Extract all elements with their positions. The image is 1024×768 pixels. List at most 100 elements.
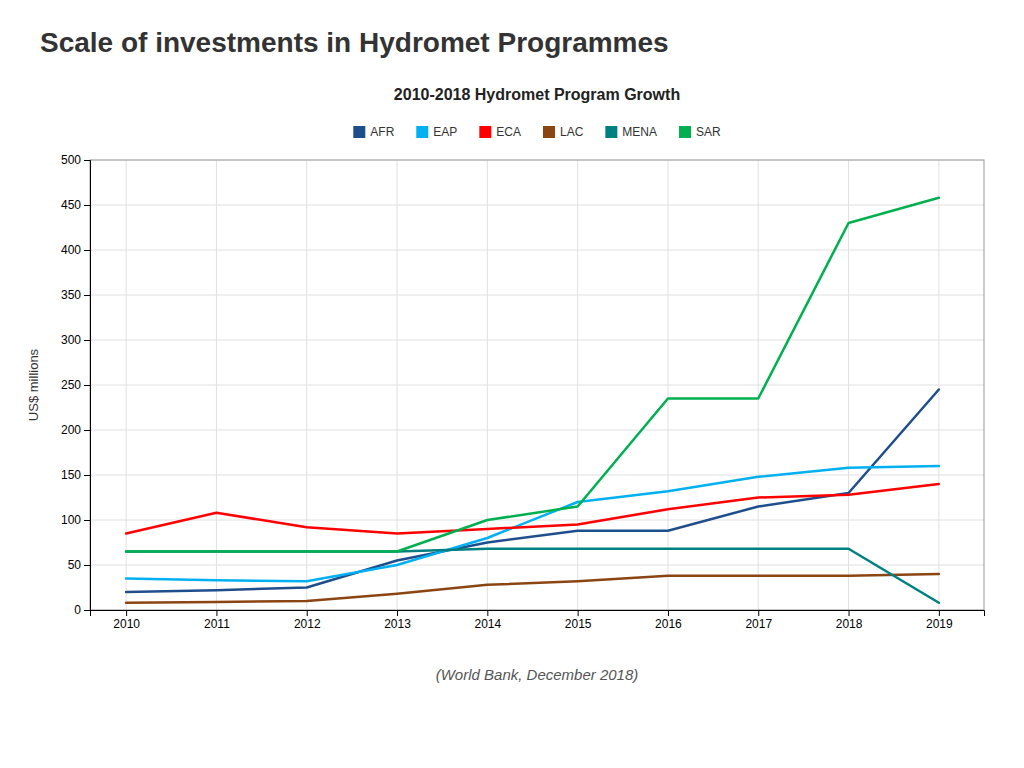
tick: 2018 bbox=[836, 610, 863, 631]
lines bbox=[126, 198, 939, 603]
tick-label: 2014 bbox=[474, 617, 501, 631]
tick: 150 bbox=[61, 468, 90, 482]
tick-label: 250 bbox=[61, 378, 81, 392]
tick-mark bbox=[84, 160, 90, 161]
legend-label: ECA bbox=[496, 125, 521, 139]
tick: 500 bbox=[61, 153, 90, 167]
tick-mark bbox=[397, 610, 398, 616]
tick: 450 bbox=[61, 198, 90, 212]
tick: 2011 bbox=[204, 610, 230, 631]
tick-label: 300 bbox=[61, 333, 81, 347]
tick: 350 bbox=[61, 288, 90, 302]
tick: 2013 bbox=[384, 610, 411, 631]
legend-item: SAR bbox=[679, 125, 721, 139]
series-line bbox=[126, 484, 939, 534]
grid-line bbox=[758, 160, 759, 610]
tick: 2010 bbox=[113, 610, 140, 631]
series-line bbox=[126, 466, 939, 581]
legend-swatch bbox=[479, 126, 491, 138]
grid-line bbox=[577, 160, 578, 610]
series-line bbox=[126, 574, 939, 603]
grid-line bbox=[397, 160, 398, 610]
tick-mark bbox=[84, 340, 90, 341]
tick: 0 bbox=[74, 603, 90, 617]
tick-mark bbox=[84, 430, 90, 431]
tick-mark bbox=[578, 610, 579, 616]
tick-mark bbox=[939, 610, 940, 616]
legend-swatch bbox=[679, 126, 691, 138]
legend-item: LAC bbox=[543, 125, 584, 139]
tick-label: 450 bbox=[61, 198, 81, 212]
grid-line bbox=[938, 160, 939, 610]
series-line bbox=[126, 549, 939, 603]
tick-mark bbox=[84, 250, 90, 251]
legend-item: EAP bbox=[416, 125, 457, 139]
tick: 2015 bbox=[565, 610, 592, 631]
tick-label: 2019 bbox=[926, 617, 953, 631]
tick-label: 400 bbox=[61, 243, 81, 257]
grid-line bbox=[90, 250, 984, 251]
tick-mark bbox=[84, 520, 90, 521]
grid-line bbox=[216, 160, 217, 610]
legend-swatch bbox=[543, 126, 555, 138]
tick: 2019 bbox=[926, 610, 953, 631]
tick: 100 bbox=[61, 513, 90, 527]
tick-mark bbox=[84, 295, 90, 296]
tick: 200 bbox=[61, 423, 90, 437]
tick-label: 2018 bbox=[836, 617, 863, 631]
legend-label: AFR bbox=[370, 125, 394, 139]
tick-mark bbox=[758, 610, 759, 616]
legend-label: LAC bbox=[560, 125, 584, 139]
legend-item: AFR bbox=[353, 125, 394, 139]
tick-mark bbox=[487, 610, 488, 616]
tick-label: 2012 bbox=[294, 617, 321, 631]
tick-mark bbox=[849, 610, 850, 616]
legend-swatch bbox=[416, 126, 428, 138]
tick-label: 50 bbox=[68, 558, 82, 572]
grid-line bbox=[90, 205, 984, 206]
grid-line bbox=[90, 520, 984, 521]
tick-label: 2013 bbox=[384, 617, 411, 631]
tick: 400 bbox=[61, 243, 90, 257]
chart-title: 2010-2018 Hydromet Program Growth bbox=[394, 86, 680, 103]
tick-mark bbox=[84, 610, 90, 611]
grid-line bbox=[667, 160, 668, 610]
tick: 300 bbox=[61, 333, 90, 347]
tick-mark bbox=[84, 475, 90, 476]
axis-line bbox=[91, 611, 985, 617]
tick-label: 350 bbox=[61, 288, 81, 302]
tick: 2016 bbox=[655, 610, 682, 631]
tick-mark bbox=[216, 610, 217, 616]
grid-line bbox=[90, 340, 984, 341]
annotation: (World Bank, December 2018) bbox=[436, 666, 639, 683]
tick-label: 500 bbox=[61, 153, 81, 167]
tick: 50 bbox=[68, 558, 90, 572]
tick-label: 2015 bbox=[565, 617, 592, 631]
tick-label: 2016 bbox=[655, 617, 682, 631]
tick-label: 150 bbox=[61, 468, 81, 482]
legend-label: EAP bbox=[433, 125, 457, 139]
grid bbox=[90, 160, 984, 610]
legend: AFR EAP ECA LAC MENA SAR bbox=[353, 125, 721, 139]
tick-mark bbox=[126, 610, 127, 616]
tick: 250 bbox=[61, 378, 90, 392]
y-axis-label: US$ millions bbox=[26, 348, 41, 421]
chart: Scale of investments in Hydromet Program… bbox=[0, 0, 1024, 768]
tick-label: 2011 bbox=[204, 617, 230, 631]
legend-item: ECA bbox=[479, 125, 521, 139]
y-axis: 0 50 100 150 200 250 300 350 400 450 500 bbox=[61, 153, 91, 617]
axis-line bbox=[84, 161, 91, 611]
legend-label: MENA bbox=[622, 125, 657, 139]
tick-mark bbox=[307, 610, 308, 616]
series-line bbox=[126, 198, 939, 552]
grid-line bbox=[126, 160, 127, 610]
legend-item: MENA bbox=[605, 125, 657, 139]
series-line bbox=[126, 390, 939, 593]
plot-frame bbox=[90, 160, 984, 610]
tick: 2017 bbox=[745, 610, 772, 631]
tick-mark bbox=[84, 385, 90, 386]
tick-mark bbox=[84, 205, 90, 206]
grid-line bbox=[90, 295, 984, 296]
tick-label: 200 bbox=[61, 423, 81, 437]
grid-line bbox=[90, 565, 984, 566]
